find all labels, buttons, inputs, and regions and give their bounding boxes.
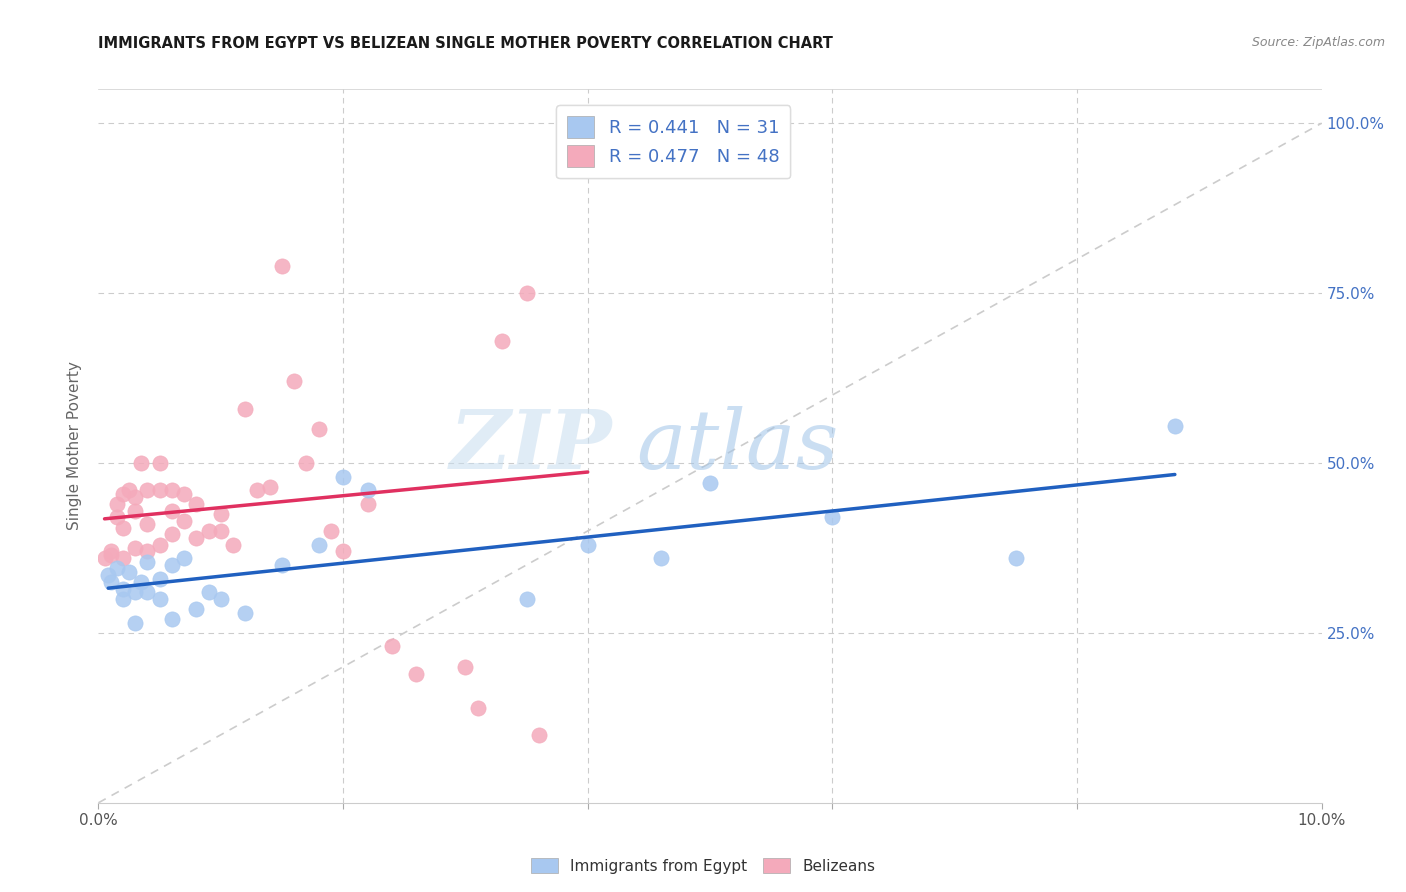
Point (173, 514, 195, 528)
Point (111, 551, 134, 566)
Point (105, 561, 128, 575)
Point (160, 483, 183, 498)
Point (136, 483, 159, 498)
Point (186, 602, 208, 616)
Point (186, 531, 208, 545)
Point (136, 555, 159, 569)
Legend: Immigrants from Egypt, Belizeans: Immigrants from Egypt, Belizeans (524, 852, 882, 880)
Point (295, 456, 318, 470)
Point (173, 551, 195, 566)
Point (319, 524, 342, 538)
Point (516, 286, 538, 301)
Point (124, 585, 146, 599)
Point (111, 486, 134, 500)
Point (186, 497, 208, 511)
Point (149, 591, 172, 606)
Point (332, 544, 354, 558)
Point (160, 503, 183, 517)
Point (270, 259, 292, 273)
Point (136, 585, 159, 599)
Point (209, 591, 232, 606)
Point (111, 582, 134, 596)
Point (699, 476, 721, 491)
Point (197, 524, 219, 538)
Point (1164, 418, 1187, 433)
Point (381, 640, 404, 654)
Point (356, 483, 378, 498)
Point (111, 591, 134, 606)
Point (173, 486, 195, 500)
Point (491, 334, 513, 348)
Point (136, 517, 159, 532)
Point (160, 527, 183, 541)
Point (149, 572, 172, 586)
Text: Source: ZipAtlas.com: Source: ZipAtlas.com (1251, 36, 1385, 49)
Y-axis label: Single Mother Poverty: Single Mother Poverty (67, 361, 83, 531)
Point (405, 666, 427, 681)
Point (149, 483, 172, 498)
Point (100, 544, 122, 558)
Point (332, 469, 354, 483)
Point (246, 483, 269, 498)
Point (209, 507, 232, 521)
Point (308, 537, 330, 551)
Point (516, 591, 538, 606)
Point (118, 565, 141, 579)
Point (821, 510, 844, 524)
Point (356, 497, 378, 511)
Legend: R = 0.441   N = 31, R = 0.477   N = 48: R = 0.441 N = 31, R = 0.477 N = 48 (557, 105, 790, 178)
Text: atlas: atlas (637, 406, 839, 486)
Point (124, 490, 146, 504)
Point (149, 456, 172, 470)
Point (105, 510, 128, 524)
Point (100, 574, 122, 589)
Point (93, 551, 115, 566)
Point (576, 136, 599, 151)
Point (124, 615, 146, 630)
Text: IMMIGRANTS FROM EGYPT VS BELIZEAN SINGLE MOTHER POVERTY CORRELATION CHART: IMMIGRANTS FROM EGYPT VS BELIZEAN SINGLE… (98, 36, 834, 51)
Point (233, 401, 256, 416)
Point (129, 456, 152, 470)
Point (124, 503, 146, 517)
Point (136, 544, 159, 558)
Point (100, 548, 122, 562)
Point (454, 660, 477, 674)
Point (209, 524, 232, 538)
Point (105, 497, 128, 511)
Point (160, 612, 183, 626)
Text: ZIP: ZIP (450, 406, 612, 486)
Point (1004, 551, 1026, 566)
Point (650, 551, 672, 566)
Point (197, 585, 219, 599)
Point (149, 537, 172, 551)
Point (233, 606, 256, 620)
Point (259, 480, 281, 494)
Point (111, 520, 134, 534)
Point (308, 422, 330, 436)
Point (467, 700, 489, 714)
Point (129, 574, 152, 589)
Point (270, 558, 292, 572)
Point (97, 568, 120, 582)
Point (576, 537, 599, 551)
Point (118, 483, 141, 498)
Point (160, 558, 183, 572)
Point (222, 537, 245, 551)
Point (283, 375, 305, 389)
Point (124, 541, 146, 555)
Point (527, 728, 550, 742)
